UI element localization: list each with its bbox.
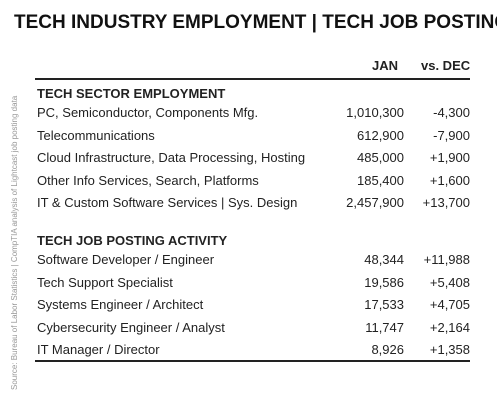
- change-value: +2,164: [429, 319, 470, 335]
- row-label: IT Manager / Director: [37, 342, 160, 358]
- jan-value: 17,533: [364, 297, 404, 313]
- jan-value: 19,586: [364, 274, 404, 290]
- jan-value: 2,457,900: [346, 195, 404, 211]
- row-label: PC, Semiconductor, Components Mfg.: [37, 105, 259, 120]
- change-value: +13,700: [422, 195, 470, 211]
- section-heading: TECH SECTOR EMPLOYMENT: [37, 86, 226, 101]
- source-note: Source: Bureau of Labor Statistics | Com…: [10, 95, 19, 390]
- jan-value: 1,010,300: [346, 105, 404, 120]
- jan-value: 185,400: [357, 172, 404, 188]
- row-label: Software Developer / Engineer: [37, 252, 215, 267]
- row-label: Systems Engineer / Architect: [37, 297, 204, 313]
- row-label: Telecommunications: [37, 127, 155, 143]
- title: TECH INDUSTRY EMPLOYMENT | TECH JOB POST…: [14, 12, 497, 33]
- jan-value: 8,926: [371, 342, 404, 358]
- row-label: Cloud Infrastructure, Data Processing, H…: [37, 150, 306, 166]
- jan-value: 485,000: [357, 150, 404, 166]
- section-heading: TECH JOB POSTING ACTIVITY: [37, 233, 228, 248]
- change-value: -7,900: [433, 127, 470, 143]
- column-header: JAN: [372, 58, 399, 73]
- change-value: +1,900: [429, 150, 470, 166]
- header-rule: [35, 78, 470, 80]
- change-value: -4,300: [433, 105, 470, 120]
- change-value: +4,705: [429, 297, 470, 313]
- jan-value: 48,344: [364, 252, 404, 267]
- column-header: vs. DEC: [421, 58, 471, 73]
- change-value: +1,358: [429, 342, 470, 358]
- row-label: IT & Custom Software Services | Sys. Des…: [37, 195, 298, 211]
- row-label: Cybersecurity Engineer / Analyst: [37, 319, 225, 335]
- change-value: +11,988: [423, 252, 470, 267]
- row-label: Tech Support Specialist: [37, 274, 173, 290]
- row-label: Other Info Services, Search, Platforms: [37, 172, 259, 188]
- jan-value: 11,747: [365, 319, 404, 335]
- jan-value: 612,900: [357, 127, 404, 143]
- bottom-rule: [35, 360, 470, 362]
- change-value: +5,408: [429, 274, 470, 290]
- change-value: +1,600: [429, 172, 470, 188]
